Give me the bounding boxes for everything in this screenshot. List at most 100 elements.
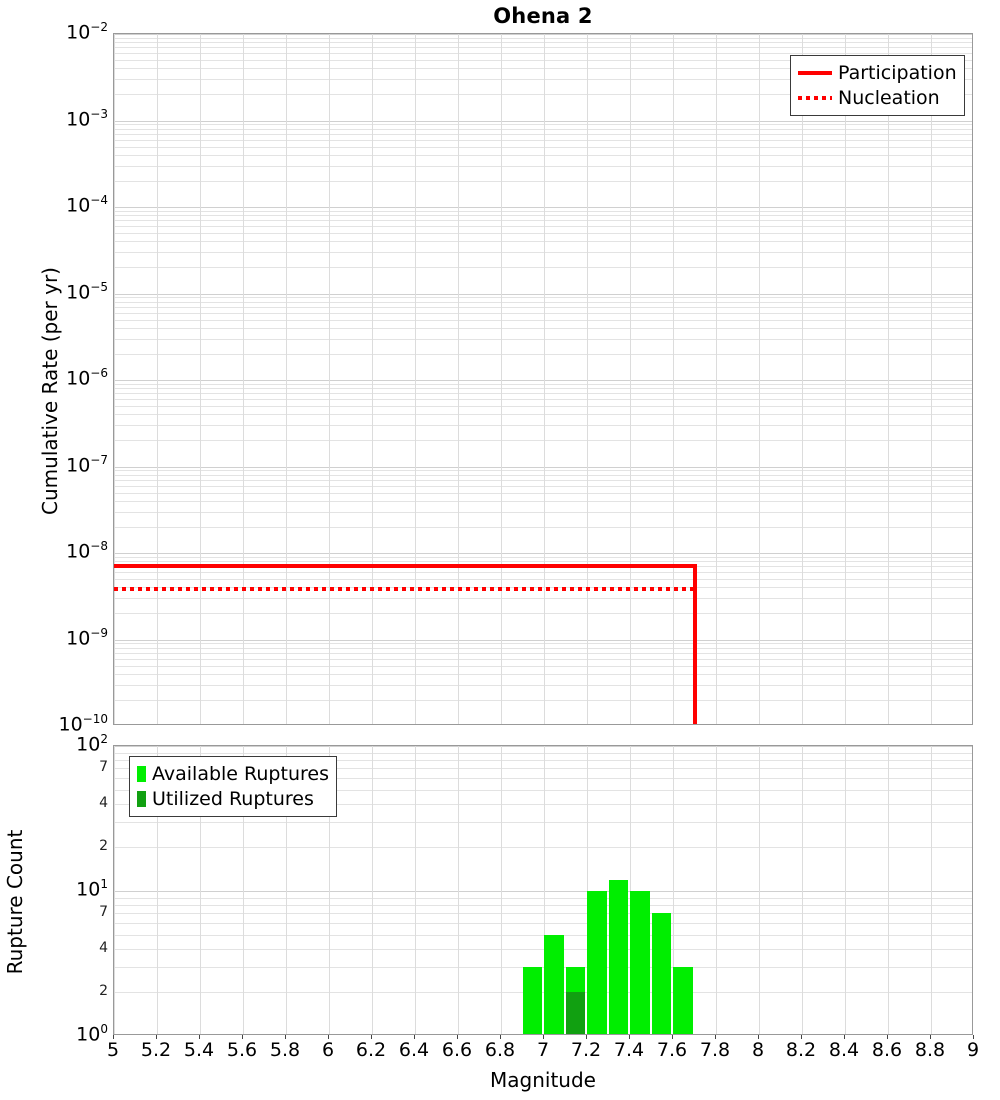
x-tick-label: 9: [966, 1039, 980, 1061]
y-tick-label-minor: 7: [99, 759, 108, 776]
gridline-major: [114, 891, 972, 892]
gridline-minor: [114, 383, 972, 385]
x-tick-mark: [328, 1035, 329, 1039]
gridline-vertical: [114, 746, 115, 1034]
x-tick-label: 5.8: [269, 1039, 301, 1061]
gridline-minor: [114, 37, 972, 39]
bar: [522, 966, 542, 1034]
x-tick-mark: [199, 1035, 200, 1039]
y-tick-label: 100: [76, 1022, 108, 1046]
x-tick-mark: [758, 1035, 759, 1039]
gridline-minor: [114, 220, 972, 222]
x-tick-mark: [887, 1035, 888, 1039]
gridline-minor: [114, 312, 972, 314]
legend-label-utilized: Utilized Ruptures: [152, 787, 314, 810]
gridline-minor: [114, 180, 972, 182]
gridline-minor: [114, 821, 972, 823]
gridline-vertical: [286, 34, 287, 724]
legend-item-utilized-ruptures[interactable]: Utilized Ruptures: [137, 786, 329, 811]
gridline-vertical: [716, 746, 717, 1034]
gridline-minor: [114, 752, 972, 754]
gridline-vertical: [243, 34, 244, 724]
y-axis-label-top: Cumulative Rate (per yr): [38, 267, 62, 515]
gridline-major: [114, 380, 972, 381]
x-tick-label: 5.6: [226, 1039, 258, 1061]
gridline-minor: [114, 47, 972, 49]
gridline-minor: [114, 966, 972, 968]
gridline-major: [114, 34, 972, 35]
gridline-minor: [114, 139, 972, 141]
legend-label-available: Available Ruptures: [152, 762, 329, 785]
y-tick-label-minor: 2: [99, 983, 108, 1000]
gridline-minor: [114, 897, 972, 899]
gridline-minor: [114, 226, 972, 228]
gridline-major: [114, 466, 972, 468]
utilized-color-icon: [137, 790, 146, 807]
x-tick-label: 8.2: [785, 1039, 817, 1061]
gridline-major: [114, 639, 972, 641]
y-tick-label: 10−3: [66, 106, 108, 130]
x-tick-mark: [801, 1035, 802, 1039]
grid-top: [114, 34, 972, 724]
y-tick-label: 102: [76, 732, 108, 756]
gridline-vertical: [372, 746, 373, 1034]
legend-item-available-ruptures[interactable]: Available Ruptures: [137, 761, 329, 786]
gridline-minor: [114, 319, 972, 321]
bar: [587, 891, 607, 1034]
solid-line-icon: [798, 70, 832, 75]
gridline-minor: [114, 353, 972, 355]
gridline-vertical: [716, 34, 717, 724]
gridline-vertical: [458, 746, 459, 1034]
x-tick-mark: [414, 1035, 415, 1039]
x-tick-label: 7.2: [570, 1039, 602, 1061]
x-tick-label: 7: [536, 1039, 550, 1061]
gridline-minor: [114, 579, 972, 581]
series-drop-nucleation: [692, 587, 697, 724]
gridline-minor: [114, 474, 972, 476]
legend-label-nucleation: Nucleation: [838, 86, 940, 109]
gridline-vertical: [200, 34, 201, 724]
x-tick-mark: [844, 1035, 845, 1039]
x-tick-label: 7.6: [656, 1039, 688, 1061]
y-axis-ticks-bottom: 102 101 100 7 4 2 7 4 2: [42, 733, 108, 1044]
y-axis-ticks-top: 10−2 10−3 10−4 10−5 10−6 10−7 10−8 10−9 10−10: [42, 21, 108, 734]
gridline-minor: [114, 154, 972, 156]
legend-item-participation[interactable]: Participation: [798, 60, 957, 85]
series-line-nucleation: [114, 587, 695, 592]
gridline-minor: [114, 440, 972, 442]
gridline-minor: [114, 165, 972, 167]
gridline-minor: [114, 124, 972, 126]
gridline-major: [114, 746, 972, 747]
series-line-participation: [114, 564, 695, 569]
x-tick-label: 6.2: [355, 1039, 387, 1061]
gridline-vertical: [630, 34, 631, 724]
gridline-vertical: [587, 34, 588, 724]
x-tick-mark: [371, 1035, 372, 1039]
gridline-minor: [114, 561, 972, 563]
gridline-minor: [114, 673, 972, 675]
y-axis-label-bottom: Rupture Count: [3, 829, 27, 975]
x-tick-label: 5: [106, 1039, 120, 1061]
x-tick-mark: [715, 1035, 716, 1039]
gridline-vertical: [372, 34, 373, 724]
gridline-minor: [114, 388, 972, 390]
gridline-vertical: [673, 34, 674, 724]
x-tick-label: 8: [751, 1039, 765, 1061]
gridline-minor: [114, 511, 972, 513]
gridline-minor: [114, 847, 972, 849]
x-tick-label: 8.4: [828, 1039, 860, 1061]
x-axis-label: Magnitude: [490, 1068, 596, 1092]
bar: [673, 966, 693, 1034]
x-tick-mark: [930, 1035, 931, 1039]
legend-item-nucleation[interactable]: Nucleation: [798, 85, 957, 110]
x-tick-mark: [672, 1035, 673, 1039]
legend-cumulative-rate: Participation Nucleation: [790, 55, 965, 116]
x-tick-label: 8.6: [871, 1039, 903, 1061]
gridline-minor: [114, 241, 972, 243]
gridline-minor: [114, 338, 972, 340]
gridline-vertical: [759, 746, 760, 1034]
x-tick-label: 6: [321, 1039, 335, 1061]
cumulative-rate-plot-area: [113, 33, 973, 725]
gridline-minor: [114, 301, 972, 303]
